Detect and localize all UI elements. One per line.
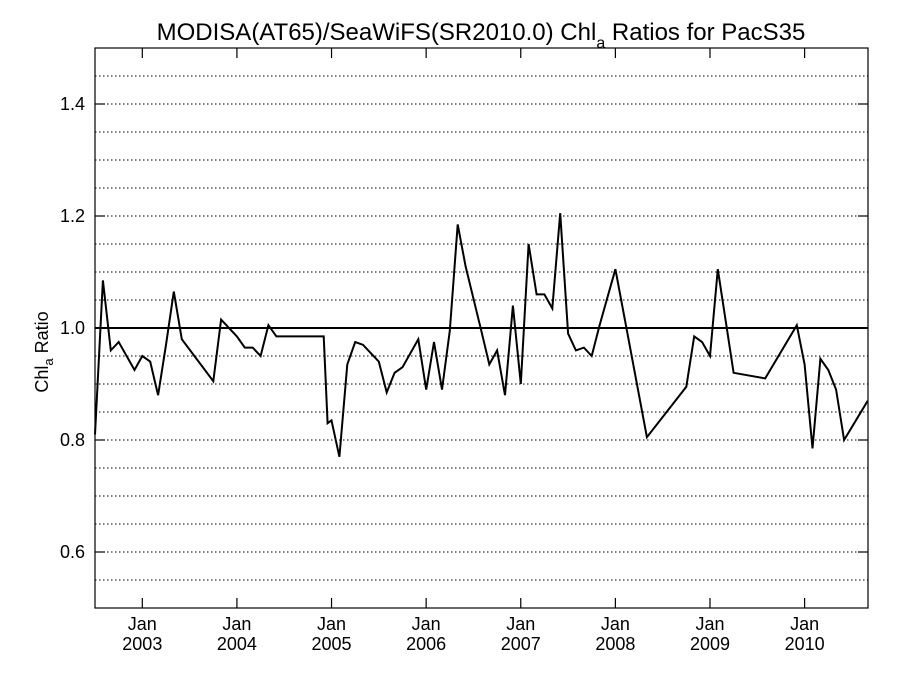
y-tick-label: 1.4 [60, 94, 85, 114]
y-tick-label: 1.0 [60, 318, 85, 338]
x-tick-label-month: Jan [412, 614, 441, 634]
chart-title-main: MODISA(AT65)/SeaWiFS(SR2010.0) Chl [157, 19, 597, 46]
chart-title-tail: Ratios for PacS35 [605, 19, 805, 46]
x-tick-label-year: 2006 [406, 634, 446, 654]
x-tick-label-month: Jan [790, 614, 819, 634]
x-tick-label-year: 2007 [501, 634, 541, 654]
x-axis: Jan2003Jan2004Jan2005Jan2006Jan2007Jan20… [122, 48, 825, 654]
x-tick-label-year: 2004 [217, 634, 257, 654]
y-tick-label: 1.2 [60, 206, 85, 226]
chart-title-sub: a [596, 35, 605, 52]
grid-lines [95, 75, 868, 581]
y-axis: 0.6 0.8 1.0 1.2 1.4 [60, 94, 868, 562]
y-axis-label-main: Chl [32, 366, 52, 393]
x-tick-label-month: Jan [695, 614, 724, 634]
y-axis-label-sub: a [41, 358, 56, 366]
chart-title: MODISA(AT65)/SeaWiFS(SR2010.0) Chla Rati… [157, 19, 806, 52]
y-axis-label-tail: Ratio [32, 311, 52, 358]
series-line-1 [94, 213, 869, 458]
x-tick-label-month: Jan [222, 614, 251, 634]
y-tick-label: 0.8 [60, 430, 85, 450]
x-tick-label-year: 2010 [785, 634, 825, 654]
x-tick-label-month: Jan [601, 614, 630, 634]
x-tick-label-month: Jan [317, 614, 346, 634]
y-tick-label: 0.6 [60, 542, 85, 562]
x-tick-label-year: 2005 [312, 634, 352, 654]
x-tick-label-month: Jan [506, 614, 535, 634]
x-tick-label-year: 2008 [595, 634, 635, 654]
x-tick-label-year: 2009 [690, 634, 730, 654]
y-axis-label: Chla Ratio [32, 311, 56, 392]
x-tick-label-year: 2003 [122, 634, 162, 654]
series-layer [94, 213, 869, 458]
x-tick-label-month: Jan [128, 614, 157, 634]
